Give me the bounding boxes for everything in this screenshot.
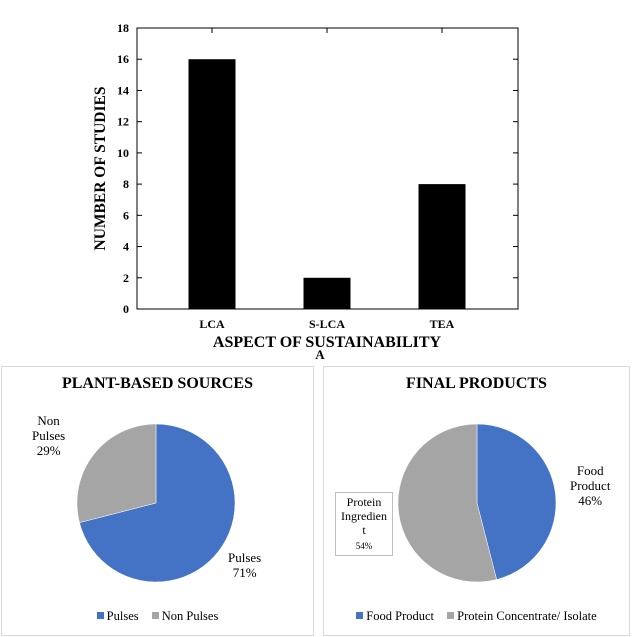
pie2-legend-item-protein-concentrate: Protein Concentrate/ Isolate bbox=[447, 609, 597, 624]
pie2-legend-swatch-protein-concentrate bbox=[447, 612, 455, 619]
x-tick-label: S-LCA bbox=[309, 317, 345, 331]
pie2-label-food-pct: 46% bbox=[578, 493, 603, 508]
pie1-label-pulses-pct: 71% bbox=[232, 565, 257, 580]
pie2-label-food-product: Food Product 46% bbox=[570, 463, 610, 508]
pie1-label-non-pulses-line2: Pulses bbox=[32, 428, 66, 443]
plant-based-sources-panel: PLANT-BASED SOURCES Non Pulses 29% Pulse… bbox=[1, 366, 314, 636]
pie2-chart bbox=[397, 423, 557, 583]
x-tick-label: LCA bbox=[199, 317, 225, 331]
pie1-legend-swatch-pulses bbox=[96, 612, 104, 619]
pie2-legend-item-food-product: Food Product bbox=[356, 609, 434, 624]
y-tick-label: 10 bbox=[117, 146, 129, 160]
pie1-legend-label-non-pulses: Non Pulses bbox=[161, 609, 219, 623]
pie1-title: PLANT-BASED SOURCES bbox=[61, 375, 253, 392]
y-tick-label: 12 bbox=[117, 115, 129, 129]
x-axis-title: ASPECT OF SUSTAINABILITY bbox=[213, 334, 442, 350]
y-axis-title: NUMBER OF STUDIES bbox=[92, 87, 109, 251]
pie1-legend-swatch-non-pulses bbox=[151, 612, 159, 619]
y-tick-label: 4 bbox=[123, 240, 129, 254]
pie1-label-non-pulses: Non Pulses 29% bbox=[32, 413, 65, 458]
pie2-label-protein-pct: 54% bbox=[355, 541, 373, 551]
pie2-legend-swatch-food-product bbox=[356, 612, 364, 619]
final-products-panel: FINAL PRODUCTS Food Product 46% Protein … bbox=[323, 366, 630, 636]
y-tick-label: 14 bbox=[117, 83, 129, 97]
pie1-legend-item-non-pulses: Non Pulses bbox=[151, 609, 219, 624]
y-tick-label: 8 bbox=[123, 177, 129, 191]
y-tick-label: 2 bbox=[123, 271, 129, 285]
pie2-label-protein-line2: Ingredien bbox=[341, 509, 387, 523]
pie1-label-pulses-line1: Pulses bbox=[228, 550, 262, 565]
bar-tea bbox=[418, 184, 466, 309]
pie1-legend-label-pulses: Pulses bbox=[106, 609, 139, 623]
bar-lca bbox=[188, 59, 236, 309]
y-tick-label: 16 bbox=[117, 52, 129, 66]
bar-s-lca bbox=[303, 277, 351, 309]
pie2-slice-protein-concentrate-isolate bbox=[397, 423, 497, 583]
pie1-label-non-pulses-pct: 29% bbox=[36, 443, 61, 458]
y-tick-label: 6 bbox=[123, 208, 129, 222]
pie1-slice-pulses bbox=[79, 423, 236, 583]
pie2-legend: Food Product Protein Concentrate/ Isolat… bbox=[324, 609, 629, 624]
pie1-legend: Pulses Non Pulses bbox=[2, 609, 313, 624]
pie1-label-non-pulses-line1: Non bbox=[37, 413, 60, 428]
y-tick-label: 18 bbox=[117, 21, 129, 35]
pie2-legend-label-protein-concentrate: Protein Concentrate/ Isolate bbox=[457, 609, 597, 623]
bar-chart: 0 2 4 6 8 10 12 14 16 18 LCA S-LCA TEA ASPECT OF SUST… bbox=[92, 21, 519, 350]
pie1-chart bbox=[76, 423, 236, 583]
pie2-label-protein-line3: t bbox=[362, 523, 366, 537]
pie1-slice-non-pulses bbox=[76, 423, 157, 523]
pie2-slice-food-product bbox=[476, 423, 557, 580]
pie2-label-food-line2: Product bbox=[570, 478, 611, 493]
y-tick-label: 0 bbox=[123, 302, 129, 316]
pie2-legend-label-food-product: Food Product bbox=[366, 609, 435, 623]
pie2-title: FINAL PRODUCTS bbox=[406, 375, 547, 392]
pie1-label-pulses: Pulses 71% bbox=[228, 550, 261, 580]
pie1-legend-item-pulses: Pulses bbox=[96, 609, 139, 624]
pie2-label-protein-ingredient: Protein Ingredien t 54% bbox=[335, 492, 393, 556]
pie2-label-protein-line1: Protein bbox=[346, 495, 382, 509]
pie2-label-food-line1: Food bbox=[576, 463, 604, 478]
x-tick-label: TEA bbox=[430, 317, 455, 331]
panel-label-a: A bbox=[315, 347, 325, 362]
